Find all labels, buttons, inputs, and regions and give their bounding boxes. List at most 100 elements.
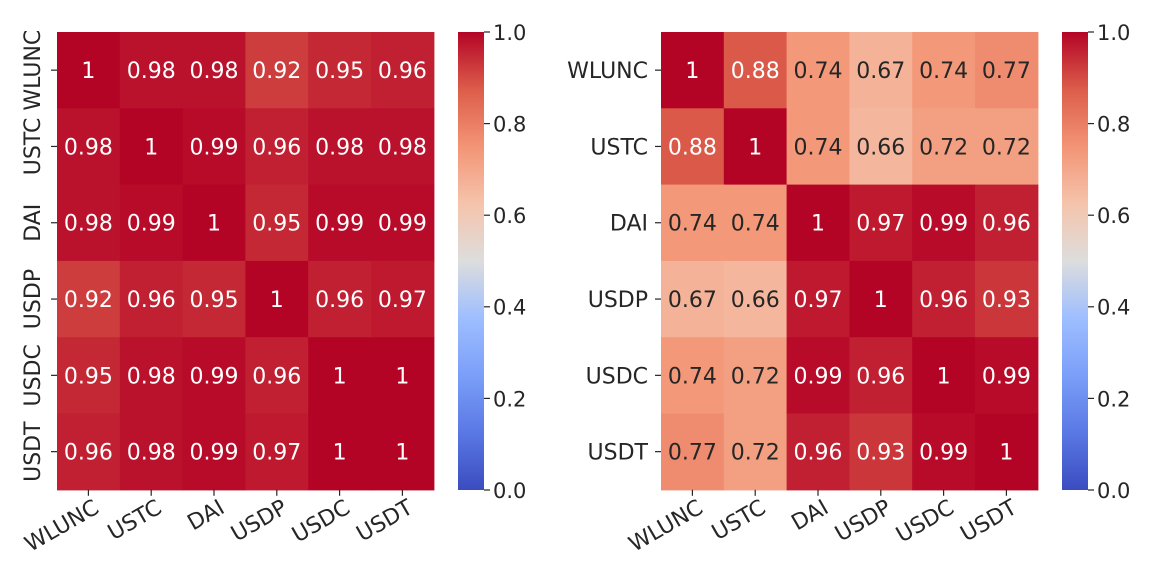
cell-value-label: 1 xyxy=(395,441,409,466)
cell-value-label: 0.99 xyxy=(919,441,968,466)
x-tick-label: USDP xyxy=(831,495,896,547)
heatmap-cell xyxy=(786,337,850,415)
heatmap-cell xyxy=(661,260,725,338)
heatmap-cell xyxy=(119,260,184,338)
y-tick-label: USDT xyxy=(21,421,46,482)
colorbar xyxy=(1062,32,1088,490)
heatmap-cell xyxy=(786,184,850,262)
heatmap-cell xyxy=(849,337,913,415)
cell-value-label: 0.97 xyxy=(794,288,843,313)
cell-value-label: 0.92 xyxy=(64,288,113,313)
x-tick-label: DAI xyxy=(184,495,229,536)
colorbar xyxy=(458,32,484,490)
cell-value-label: 0.72 xyxy=(982,135,1031,160)
heatmap-cell xyxy=(371,337,435,415)
heatmap-cell xyxy=(723,108,788,186)
y-tick-label: USTC xyxy=(21,118,46,176)
cell-value-label: 0.74 xyxy=(668,364,717,389)
heatmap-cell xyxy=(308,108,372,186)
cell-value-label: 1 xyxy=(748,135,762,160)
heatmap-cell xyxy=(371,32,435,109)
x-tick-label: USDP xyxy=(227,495,292,547)
heatmap-cell xyxy=(661,337,725,415)
cell-value-label: 0.96 xyxy=(919,288,968,313)
colorbar-tick-label: 0.6 xyxy=(1097,204,1130,228)
cell-value-label: 0.98 xyxy=(190,59,239,84)
cell-value-label: 1 xyxy=(395,364,409,389)
x-tick-label: USDC xyxy=(892,495,959,548)
cell-value-label: 1 xyxy=(333,441,347,466)
heatmap-cell xyxy=(975,413,1039,491)
cell-value-label: 0.67 xyxy=(668,288,717,313)
cell-value-label: 0.72 xyxy=(919,135,968,160)
heatmap-cell xyxy=(786,260,850,338)
heatmap-cell xyxy=(308,32,372,109)
y-tick-label: DAI xyxy=(610,212,648,237)
cell-value-label: 1 xyxy=(144,135,158,160)
cell-value-label: 0.66 xyxy=(731,288,780,313)
heatmap-cell xyxy=(661,413,725,491)
heatmap-cell xyxy=(912,337,976,415)
heatmap-cell xyxy=(975,32,1039,109)
heatmap-cell xyxy=(57,184,121,262)
cell-value-label: 0.74 xyxy=(731,212,780,237)
cell-value-label: 0.99 xyxy=(794,364,843,389)
cell-value-label: 0.98 xyxy=(64,135,113,160)
heatmap-cell xyxy=(975,184,1039,262)
cell-value-label: 1 xyxy=(81,59,95,84)
cell-value-label: 0.99 xyxy=(982,364,1031,389)
cell-value-label: 0.95 xyxy=(64,364,113,389)
cell-value-label: 1 xyxy=(270,288,284,313)
heatmap-cell xyxy=(245,337,309,415)
cell-value-label: 0.74 xyxy=(794,59,843,84)
heatmap-cell xyxy=(57,32,121,109)
y-tick-label: DAI xyxy=(21,204,46,242)
heatmap-cell xyxy=(308,337,372,415)
heatmap-panel-2: 1 0.88 0.74 0.67 0.74 0.77 0.88 1 0.74 0.66 0.72 0.… xyxy=(567,21,1130,557)
cell-value-label: 0.96 xyxy=(252,135,301,160)
y-tick-label: USDP xyxy=(21,269,46,329)
heatmap-cell xyxy=(119,337,184,415)
heatmap-cell xyxy=(119,413,184,491)
cell-value-label: 0.99 xyxy=(315,212,364,237)
colorbar-tick-label: 1.0 xyxy=(493,21,526,45)
cell-value-label: 0.74 xyxy=(919,59,968,84)
heatmap-cell xyxy=(182,184,246,262)
cell-value-label: 0.77 xyxy=(982,59,1031,84)
y-tick-label: USDP xyxy=(588,288,648,313)
cell-value-label: 0.93 xyxy=(982,288,1031,313)
heatmap-cell xyxy=(371,413,435,491)
heatmap-cell xyxy=(912,32,976,109)
heatmap-cell xyxy=(912,413,976,491)
x-tick-label: WLUNC xyxy=(21,495,104,557)
cell-value-label: 0.72 xyxy=(731,441,780,466)
heatmap-cell xyxy=(786,413,850,491)
cell-value-label: 0.99 xyxy=(190,135,239,160)
heatmap-cell xyxy=(849,260,913,338)
cell-value-label: 0.95 xyxy=(252,212,301,237)
heatmap-cell xyxy=(723,184,788,262)
heatmap-cell xyxy=(371,260,435,338)
heatmap-cell xyxy=(57,260,121,338)
cell-value-label: 0.96 xyxy=(64,441,113,466)
cell-value-label: 0.98 xyxy=(378,135,427,160)
colorbar-tick-label: 0.0 xyxy=(493,479,526,503)
heatmap-cell xyxy=(182,32,246,109)
heatmap-cell xyxy=(182,413,246,491)
heatmap-cell xyxy=(849,184,913,262)
heatmap-cell xyxy=(245,260,309,338)
heatmap-cell xyxy=(308,260,372,338)
x-tick-label: USTC xyxy=(708,495,770,545)
heatmap-cell xyxy=(912,108,976,186)
y-tick-label: USDT xyxy=(588,441,649,466)
colorbar-tick-label: 0.6 xyxy=(493,204,526,228)
cell-value-label: 0.72 xyxy=(731,364,780,389)
heatmap-cell xyxy=(57,337,121,415)
cell-value-label: 0.95 xyxy=(315,59,364,84)
colorbar-tick-label: 0.0 xyxy=(1097,479,1130,503)
cell-value-label: 1 xyxy=(333,364,347,389)
heatmap-cell xyxy=(371,184,435,262)
cell-value-label: 0.97 xyxy=(252,441,301,466)
colorbar-tick-label: 0.2 xyxy=(493,387,526,411)
heatmap-cell xyxy=(975,337,1039,415)
